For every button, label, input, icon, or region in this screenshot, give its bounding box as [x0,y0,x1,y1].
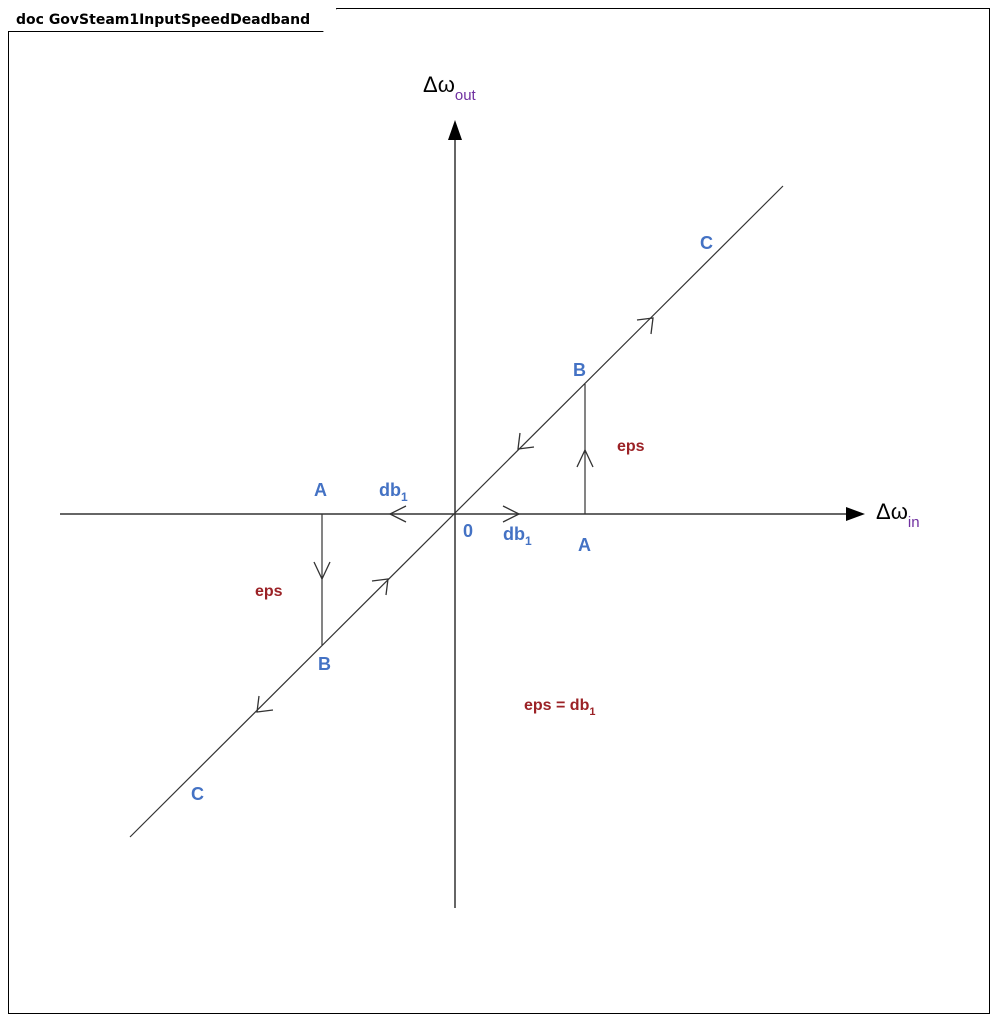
diagram-frame [8,8,990,1014]
point-b-lower-label: B [318,654,331,674]
arrow-up-right-on-diagonal-lower [371,578,389,596]
frame-title: doc GovSteam1InputSpeedDeadband [16,12,311,28]
eps-equation-label: eps = db1 [524,697,595,718]
point-c-upper-label: C [700,233,713,253]
arrow-up-on-eps-segment [576,448,594,468]
arrow-down-left-on-diagonal-lower [256,695,274,713]
eps-lower-label: eps [255,583,283,600]
arrow-down-on-eps-segment [313,561,331,581]
db1-right-label: db1 [503,524,532,548]
point-c-lower-label: C [191,784,204,804]
diagonal-characteristic-line [129,185,784,838]
db1-left-label: db1 [379,480,408,504]
x-axis-arrowhead [846,507,865,521]
eps-upper-label: eps [617,438,645,455]
arrow-left-on-x-axis [388,505,407,523]
arrow-down-left-on-diagonal-upper [517,432,535,450]
y-axis-label: Δωout [423,72,477,104]
arrow-up-right-on-diagonal-upper [636,317,654,335]
point-b-upper-label: B [573,360,586,380]
point-a-right-label: A [578,535,591,555]
frame-title-tab: doc GovSteam1InputSpeedDeadband [8,8,337,32]
point-a-left-label: A [314,480,327,500]
x-axis-label: Δωin [876,499,920,531]
y-axis-arrowhead [448,120,462,140]
origin-label: 0 [463,521,473,541]
arrow-right-on-x-axis [502,505,521,523]
